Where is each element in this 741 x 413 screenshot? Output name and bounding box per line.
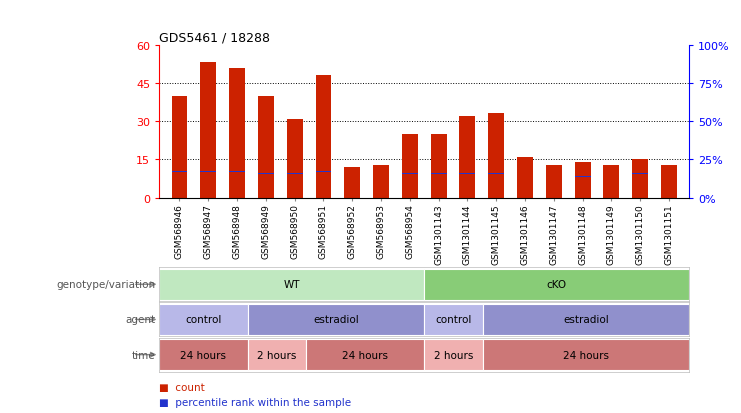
Bar [459, 173, 475, 174]
Bar [258, 96, 273, 198]
Bar [431, 135, 447, 198]
Bar [661, 165, 677, 198]
Bar [575, 176, 591, 177]
Bar [488, 173, 504, 174]
Bar [483, 304, 689, 335]
Text: ■  count: ■ count [159, 382, 205, 392]
Bar [603, 165, 619, 198]
Bar [159, 339, 247, 370]
Bar [661, 178, 677, 179]
Bar [316, 172, 331, 173]
Bar [488, 114, 504, 198]
Bar [424, 339, 483, 370]
Text: 24 hours: 24 hours [181, 350, 227, 360]
Bar [345, 178, 360, 179]
Bar [373, 178, 389, 179]
Text: GDS5461 / 18288: GDS5461 / 18288 [159, 31, 270, 44]
Bar [424, 269, 689, 300]
Bar [483, 339, 689, 370]
Bar [229, 68, 245, 198]
Text: 2 hours: 2 hours [434, 350, 473, 360]
Bar [316, 76, 331, 198]
Text: WT: WT [284, 280, 300, 290]
Text: 24 hours: 24 hours [342, 350, 388, 360]
Text: estradiol: estradiol [313, 315, 359, 325]
Bar [258, 173, 273, 174]
Bar [632, 160, 648, 198]
Text: 2 hours: 2 hours [257, 350, 296, 360]
Bar [287, 173, 302, 174]
Bar [459, 117, 475, 198]
Bar [200, 63, 216, 198]
Text: agent: agent [125, 315, 156, 325]
Bar [172, 172, 187, 173]
Text: time: time [132, 350, 156, 360]
Text: control: control [185, 315, 222, 325]
Bar [159, 304, 247, 335]
Bar [632, 173, 648, 174]
Text: 24 hours: 24 hours [563, 350, 609, 360]
Bar [546, 178, 562, 179]
Bar [402, 173, 418, 174]
Bar [517, 178, 533, 179]
Text: estradiol: estradiol [563, 315, 609, 325]
Bar [373, 165, 389, 198]
Bar [431, 173, 447, 174]
Bar [229, 172, 245, 173]
Bar [287, 119, 302, 198]
Bar [247, 339, 307, 370]
Bar [345, 168, 360, 198]
Text: ■  percentile rank within the sample: ■ percentile rank within the sample [159, 397, 351, 407]
Bar [307, 339, 424, 370]
Bar [172, 96, 187, 198]
Bar [603, 178, 619, 179]
Text: cKO: cKO [547, 280, 567, 290]
Bar [247, 304, 424, 335]
Bar [402, 135, 418, 198]
Bar [200, 172, 216, 173]
Text: control: control [436, 315, 472, 325]
Bar [517, 157, 533, 198]
Bar [159, 269, 424, 300]
Text: genotype/variation: genotype/variation [56, 280, 156, 290]
Bar [546, 165, 562, 198]
Bar [424, 304, 483, 335]
Bar [575, 163, 591, 198]
